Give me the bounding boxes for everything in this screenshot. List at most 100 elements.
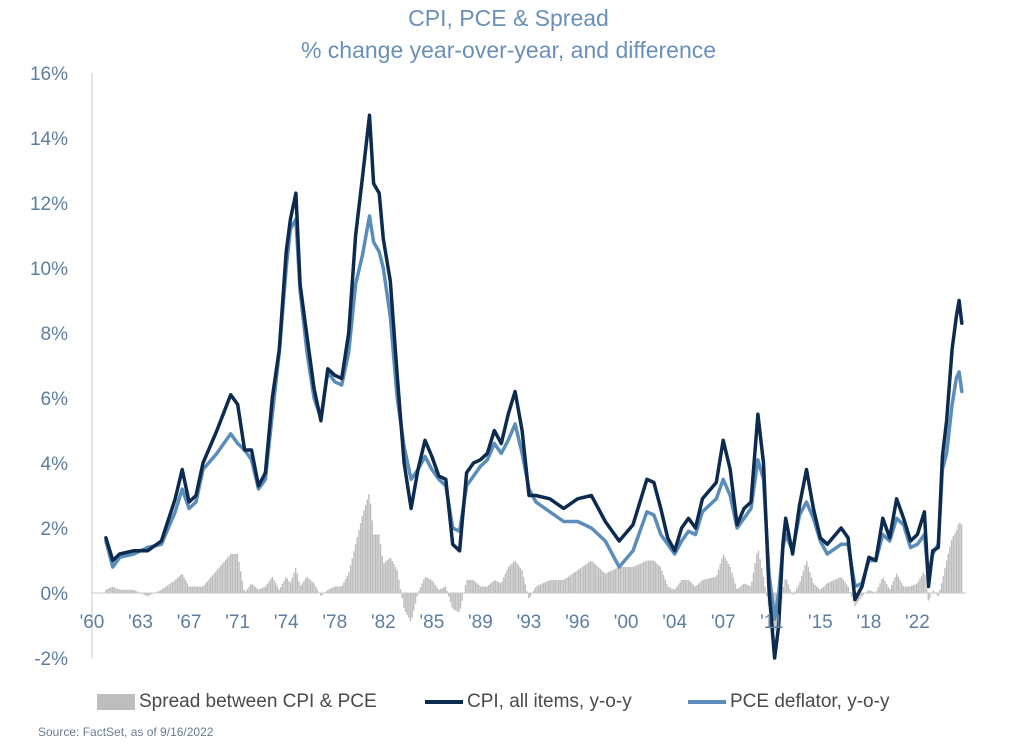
spread-bar (914, 584, 916, 593)
spread-bar (449, 593, 452, 602)
spread-bar (313, 583, 315, 593)
spread-bar (136, 591, 139, 593)
spread-bar (526, 591, 528, 593)
spread-bar (308, 578, 310, 593)
spread-bar (696, 585, 698, 593)
spread-bar (862, 593, 865, 595)
spread-bar (589, 561, 592, 593)
spread-bar (276, 586, 279, 593)
spread-bar (634, 565, 636, 593)
spread-bar (158, 590, 160, 593)
spread-bar (456, 593, 458, 612)
spread-bar (474, 581, 477, 593)
legend-cpi-swatch (425, 700, 463, 704)
spread-bar (897, 576, 899, 593)
spread-bar (947, 553, 949, 593)
spread-bar (587, 562, 590, 593)
spread-bar (912, 585, 914, 593)
spread-bar (879, 583, 881, 593)
spread-bar (125, 589, 127, 593)
spread-bar (406, 593, 408, 615)
spread-bar (811, 577, 813, 593)
spread-bar (354, 544, 357, 593)
spread-bar (168, 584, 170, 593)
y-tick-label: 0% (41, 584, 69, 605)
spread-bar (766, 593, 768, 597)
y-tick-label: 12% (30, 194, 68, 215)
spread-bar (712, 577, 715, 593)
spread-bar (424, 577, 427, 593)
spread-bar (872, 591, 875, 593)
source-note: Source: FactSet, as of 9/16/2022 (38, 725, 214, 739)
spread-bar (870, 591, 873, 593)
spread-bar (761, 567, 763, 593)
spread-bar (614, 568, 616, 593)
spread-bar (960, 524, 963, 593)
spread-bar (363, 510, 365, 593)
spread-bar (736, 588, 738, 593)
legend-cpi: CPI, all items, y-o-y (425, 688, 632, 716)
spread-bar (404, 593, 407, 612)
spread-bar (364, 504, 367, 593)
spread-bar (279, 587, 282, 593)
spread-bar (826, 583, 828, 593)
spread-bar (215, 571, 217, 593)
spread-bar (749, 586, 751, 593)
spread-bar (744, 583, 746, 593)
x-tick-label: '60 (80, 612, 105, 633)
spread-bar (253, 585, 255, 593)
spread-bar (549, 580, 552, 593)
spread-bar (784, 579, 786, 593)
spread-bar (446, 591, 448, 593)
spread-bar (203, 585, 205, 593)
spread-bar (379, 544, 382, 593)
x-tick-label: '93 (517, 612, 542, 633)
spread-bar (796, 588, 798, 593)
spread-bar (414, 593, 417, 604)
spread-bar (118, 589, 120, 593)
spread-bar (508, 566, 510, 593)
spread-bar (611, 570, 613, 593)
spread-bar (837, 578, 840, 593)
spread-bar (371, 520, 373, 593)
x-tick-label: '82 (371, 612, 396, 633)
spread-bar (566, 577, 568, 593)
spread-bar (627, 567, 630, 593)
spread-bar (875, 591, 878, 593)
spread-bar (759, 559, 761, 593)
spread-bar (213, 573, 215, 593)
spread-bar (238, 561, 240, 593)
spread-bar (304, 578, 307, 593)
spread-bar (656, 563, 658, 593)
spread-bar (471, 580, 473, 593)
legend-pce-label: PCE deflator, y-o-y (730, 691, 890, 712)
spread-bar (756, 553, 758, 593)
spread-bar (453, 593, 455, 610)
spread-bar (408, 593, 410, 619)
x-tick-label: '85 (420, 612, 445, 633)
spread-bar (401, 593, 403, 599)
spread-bar (384, 561, 387, 593)
spread-bar (867, 590, 870, 593)
spread-bar (955, 530, 958, 593)
spread-bar (223, 561, 225, 593)
spread-bar (762, 576, 765, 593)
spread-bar (844, 582, 846, 593)
spread-bar (231, 554, 234, 593)
spread-bar (135, 590, 137, 593)
y-tick-label: 16% (30, 64, 68, 85)
x-tick-label: '78 (322, 612, 347, 633)
spread-bar (483, 586, 485, 593)
spread-bar (561, 580, 563, 593)
spread-bar (191, 586, 194, 593)
spread-bar (579, 568, 582, 593)
spread-bar (543, 582, 545, 593)
spread-bar (722, 554, 725, 593)
spread-bar (619, 567, 621, 593)
spread-bar (150, 593, 152, 595)
spread-bar (950, 540, 953, 593)
spread-bar (890, 585, 893, 593)
spread-bar (334, 586, 337, 593)
spread-bar (286, 578, 289, 593)
spread-bar (647, 560, 650, 593)
